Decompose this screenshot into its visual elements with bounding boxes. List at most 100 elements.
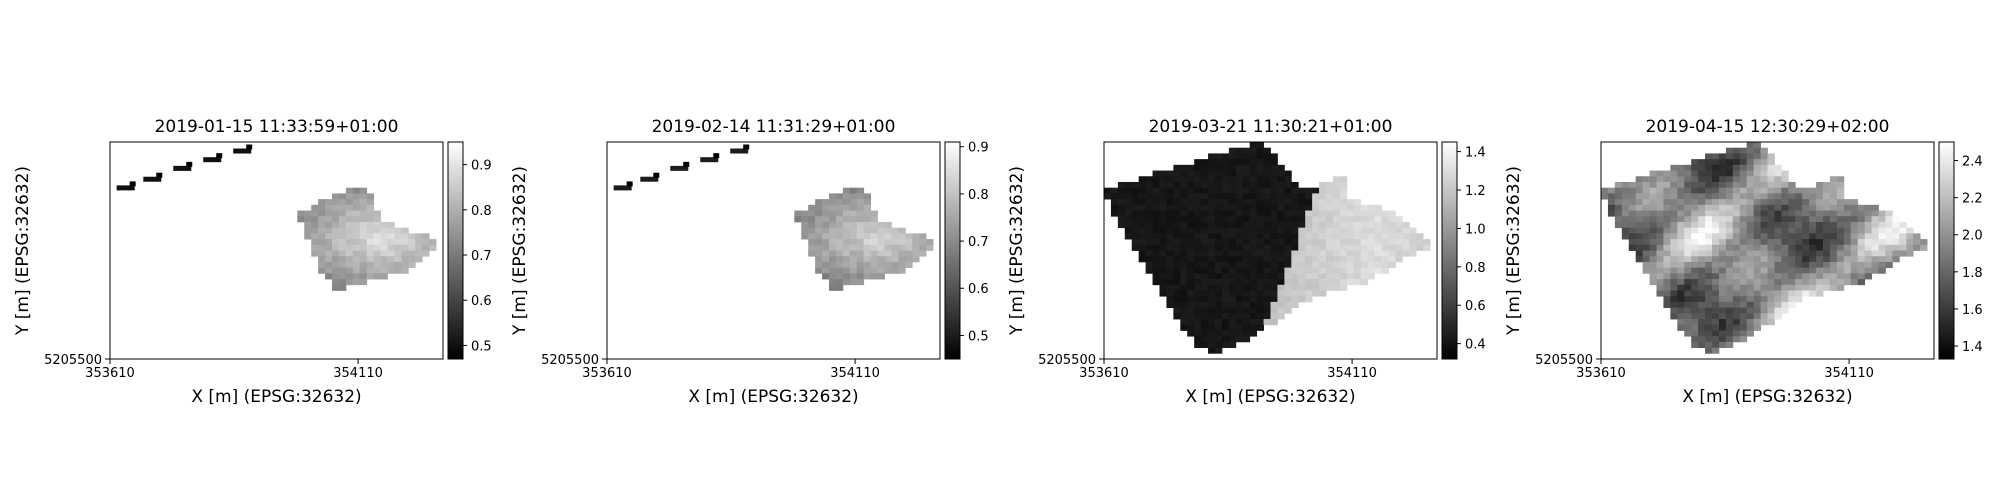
heatmap-cell [1781,261,1789,269]
colorbar-tick-label: 0.4 [1465,338,1486,353]
heatmap-cell [1249,296,1258,303]
heatmap-cell [1221,261,1230,269]
heatmap-cell [401,267,409,274]
heatmap-cell [1829,279,1838,286]
heatmap-cell [1263,256,1271,263]
heatmap-cell [1326,284,1334,291]
heatmap-cell [1381,261,1389,269]
heatmap-cell [1739,176,1748,183]
heatmap-cell [332,239,340,246]
heatmap-cell [1677,301,1685,308]
heatmap-cell [1305,284,1313,291]
heatmap-cell [1221,176,1230,183]
heatmap-cell [884,239,892,246]
heatmap-cell [366,244,375,251]
heatmap-cell [1767,261,1775,269]
heatmap-cell [1718,193,1727,200]
heatmap-cell [1850,244,1859,251]
heatmap-cell [1788,221,1796,229]
heatmap-cell [1291,250,1299,257]
heatmap-cells [1104,142,1431,354]
heatmap-cell [401,239,409,246]
heatmap-cell [1291,199,1299,206]
heatmap-cell [1263,239,1271,246]
heatmap-cell [1781,187,1789,194]
heatmap-cell [1698,210,1706,217]
heatmap-cell [373,261,381,269]
heatmap-cell [1774,227,1782,234]
heatmap-cell [1628,216,1637,223]
heatmap-cell [1180,307,1188,314]
heatmap-cell [1705,336,1713,343]
heatmap-cell [1753,187,1761,194]
heatmap-cell [373,256,381,263]
heatmap-cell [1256,261,1264,269]
heatmap-cell [1857,279,1866,286]
heatmap-cell [1201,290,1209,297]
heatmap-cell [1138,227,1147,234]
heatmap-cell [1180,250,1188,257]
heatmap-cell [1388,210,1396,217]
heatmap-cell [1235,221,1244,229]
heatmap-cell [1739,233,1748,240]
heatmap-cell [1145,199,1153,206]
heatmap-cell [1249,313,1258,320]
heatmap-cell [1173,250,1181,257]
heatmap-cell [325,244,333,251]
heatmap-cell [1767,279,1775,286]
heatmap-cell [1187,256,1195,263]
heatmap-cell [1760,284,1768,291]
heatmap-cell [891,261,899,269]
heatmap-cell [1305,204,1313,211]
heatmap-cell [332,227,340,234]
heatmap-cell [394,233,402,240]
heatmap-cell [1242,330,1251,337]
heatmap-cell [1201,181,1209,189]
heatmap-cell [1899,227,1907,234]
heatmap-cell [1705,301,1713,308]
stripe-pixels [713,153,720,159]
heatmap-cell [1166,181,1174,189]
heatmap-cell [1388,261,1396,269]
heatmap-cell [332,256,340,263]
heatmap-cell [1215,301,1223,308]
heatmap-cell [1270,204,1278,211]
heatmap-cell [1416,244,1424,251]
heatmap-cell [1843,250,1852,257]
heatmap-cell [311,221,319,229]
heatmap-cell [1270,193,1278,200]
heatmap-cell [1677,284,1685,291]
heatmap-cell [1194,227,1202,234]
heatmap-cell [1215,153,1223,160]
heatmap-cell [1117,181,1126,189]
heatmap-cell [1242,307,1251,314]
heatmap-cell [1284,307,1292,314]
heatmap-cell [332,221,340,229]
heatmap-cell [387,227,395,234]
heatmap-cell [1725,210,1734,217]
heatmap-cell [1277,239,1285,246]
heatmap-cell [1332,256,1341,263]
heatmap-cell [1802,233,1810,240]
heatmap-cell [1416,239,1424,246]
heatmap-cell [1753,153,1761,160]
heatmap-cell [366,239,375,246]
heatmap-cell [1277,261,1285,269]
colorbar-frame [1938,141,1955,360]
heatmap-cell [1670,216,1678,223]
heatmap-cell [1284,267,1292,274]
heatmap-cell [1339,273,1348,280]
heatmap-cell [1187,284,1195,291]
heatmap-cell [1802,227,1810,234]
heatmap-cell [1374,261,1382,269]
heatmap-cell [1725,239,1734,246]
heatmap-cell [1187,273,1195,280]
heatmap-cell [1270,261,1278,269]
heatmap-cell [1208,176,1216,183]
colorbar-tick-label: 2.2 [1962,192,1983,207]
heatmap-cell [1795,290,1803,297]
heatmap-cell [1138,239,1147,246]
heatmap-cell [1221,159,1230,166]
axes-frame [1600,141,1935,360]
heatmap-cell [1621,181,1630,189]
